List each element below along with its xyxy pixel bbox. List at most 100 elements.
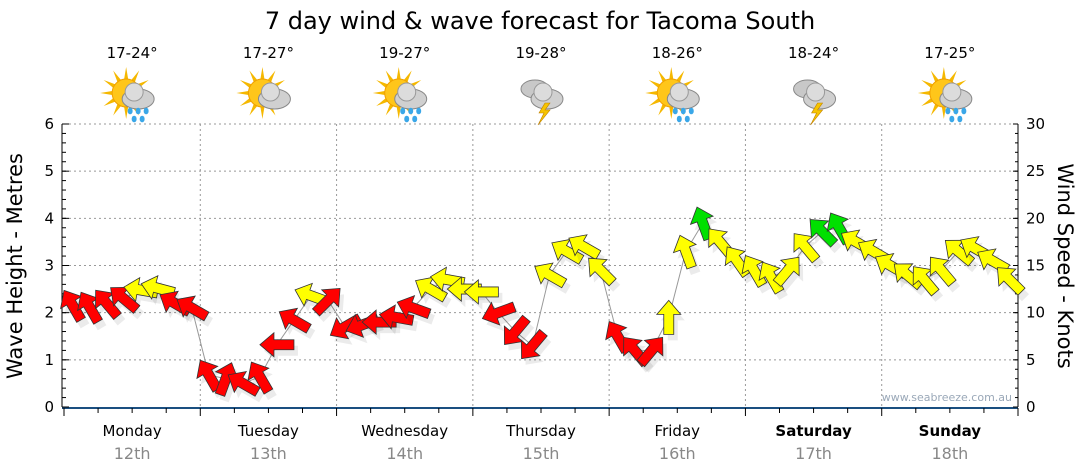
day-date-label: 15th	[523, 444, 560, 463]
wind-arrow	[636, 336, 664, 368]
raindrop-icon	[139, 115, 145, 123]
right-tick-label: 10	[1026, 304, 1045, 322]
day-name-label: Sunday	[919, 422, 982, 440]
left-tick-label: 3	[44, 257, 54, 275]
raindrop-icon	[953, 107, 959, 115]
raindrop-icon	[143, 107, 149, 115]
day-column-friday: 18-26° Friday 16th	[645, 44, 703, 463]
cloud-icon	[257, 82, 291, 110]
wind-arrow	[463, 279, 499, 305]
day-column-saturday: 18-24° Saturday 17th	[775, 44, 852, 463]
day-name-label: Wednesday	[361, 422, 448, 440]
raindrop-icon	[400, 107, 406, 115]
right-tick-label: 15	[1026, 257, 1045, 275]
day-column-thursday: 19-28° Thursday 15th	[505, 44, 576, 463]
wind-arrow	[772, 256, 800, 288]
right-tick-label: 30	[1026, 115, 1045, 133]
sun-ray	[396, 67, 402, 82]
day-name-label: Friday	[655, 422, 701, 440]
wind-arrow	[278, 307, 312, 334]
wind-arrow	[568, 234, 602, 261]
wind-arrow	[672, 234, 698, 270]
wind-arrow	[481, 301, 517, 326]
wind-arrow	[809, 219, 839, 248]
cloud-part	[124, 82, 144, 102]
temperature-range: 19-27°	[379, 44, 430, 62]
left-tick-label: 2	[44, 304, 54, 322]
raindrop-icon	[404, 115, 410, 123]
wind-arrow	[929, 256, 957, 288]
raindrop-icon	[672, 107, 678, 115]
day-date-label: 16th	[659, 444, 696, 463]
day-column-wednesday: 19-27° Wednesday 14th	[361, 44, 448, 463]
wind-arrow	[259, 331, 295, 358]
wind-arrow	[520, 328, 548, 360]
sun-ray	[100, 90, 115, 96]
wind-arrow	[378, 304, 415, 330]
wind-arrow	[311, 287, 341, 317]
raindrop-icon	[949, 115, 955, 123]
day-column-monday: 17-24° Monday 12th	[100, 44, 162, 463]
wind-arrow	[396, 294, 432, 320]
day-date-label: 12th	[114, 444, 151, 463]
left-tick-label: 1	[44, 351, 54, 369]
temperature-range: 18-24°	[788, 44, 839, 62]
raindrop-icon	[131, 115, 137, 123]
left-tick-label: 0	[44, 398, 54, 416]
cloud-icon	[793, 79, 837, 110]
cloud-part	[669, 82, 689, 102]
sun-ray	[372, 90, 387, 96]
lightning-icon	[537, 102, 551, 126]
cloud-icon	[121, 82, 155, 110]
raindrop-icon	[135, 107, 141, 115]
raindrop-icon	[945, 107, 951, 115]
watermark: www.seabreeze.com.au	[882, 391, 1012, 404]
right-tick-label: 20	[1026, 209, 1045, 227]
temperature-range: 17-27°	[243, 44, 294, 62]
day-name-label: Thursday	[505, 422, 576, 440]
raindrop-icon	[416, 107, 422, 115]
wind-arrow	[176, 295, 210, 322]
day-name-label: Tuesday	[237, 422, 299, 440]
left-tick-label: 5	[44, 162, 54, 180]
cloud-part	[942, 82, 962, 102]
temperature-range: 18-26°	[652, 44, 703, 62]
raindrop-icon	[676, 115, 682, 123]
cloud-icon	[394, 82, 428, 110]
wind-arrow	[893, 263, 925, 291]
day-column-sunday: 17-25° Sunday 18th	[917, 44, 982, 463]
wind-arrow	[227, 370, 261, 397]
cloud-part	[806, 82, 826, 102]
left-tick-label: 4	[44, 209, 54, 227]
cloud-icon	[666, 82, 700, 110]
raindrop-icon	[957, 115, 963, 123]
day-name-label: Saturday	[775, 422, 852, 440]
sun-ray	[917, 90, 933, 96]
raindrop-icon	[127, 107, 133, 115]
raindrop-icon	[412, 115, 418, 123]
wind-arrow	[534, 262, 568, 289]
wind-arrow	[997, 267, 1026, 296]
wind-arrow	[655, 299, 682, 335]
day-column-tuesday: 17-27° Tuesday 13th	[236, 44, 299, 463]
sun-ray	[941, 104, 947, 119]
raindrop-icon	[408, 107, 414, 115]
day-date-label: 13th	[250, 444, 287, 463]
right-tick-label: 0	[1026, 398, 1036, 416]
raindrop-icon	[684, 115, 690, 123]
sun-ray	[123, 67, 129, 82]
cloud-part	[260, 82, 280, 102]
lightning-icon	[810, 102, 824, 126]
cloud-icon	[520, 79, 564, 110]
cloud-icon	[939, 82, 973, 110]
cloud-part	[397, 82, 417, 102]
right-axis-label: Wind Speed - Knots	[1053, 163, 1077, 368]
sun-ray	[396, 104, 402, 119]
day-date-label: 18th	[931, 444, 968, 463]
sun-ray	[260, 67, 265, 82]
cloud-part	[533, 82, 553, 102]
right-tick-label: 25	[1026, 162, 1045, 180]
sun-ray	[941, 67, 947, 82]
